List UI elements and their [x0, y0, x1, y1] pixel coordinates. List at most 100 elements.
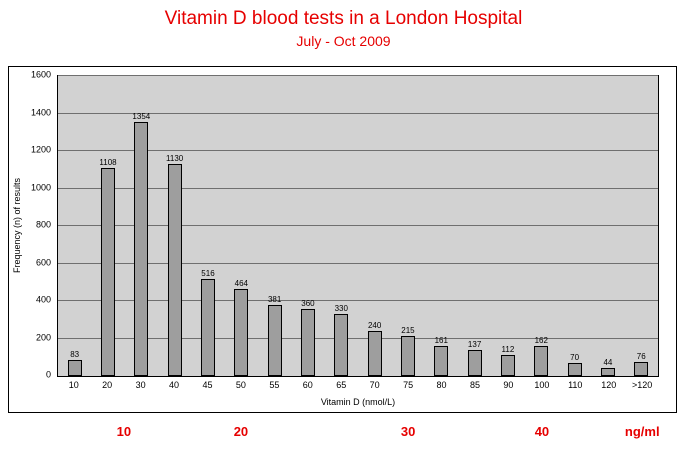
bar-column: 360	[291, 76, 324, 376]
chart-frame: Frequency (n) of results 0 200 400 600 800 10…	[8, 66, 677, 413]
bar-value-label: 162	[534, 335, 548, 345]
y-tick-label: 1200	[30, 144, 51, 155]
y-axis-title: Frequency (n) of results	[12, 177, 22, 273]
bar-value-label: 464	[234, 279, 248, 288]
bar-value-label: 83	[70, 350, 80, 360]
secondary-axis: 10 20 30 40 ng/ml	[57, 424, 660, 442]
plot-area: 83 1108 1354 1130 516 464 381 360 330 240 215 161 13…	[57, 75, 659, 377]
secondary-axis-label: 30	[400, 424, 416, 439]
x-tick-label: 120	[601, 380, 617, 390]
y-tick-label: 1400	[30, 107, 51, 117]
bar-column: 464	[225, 76, 258, 376]
bar	[500, 355, 515, 376]
bar-column: 161	[425, 76, 458, 376]
bar	[101, 168, 115, 376]
x-tick-label: 90	[503, 380, 514, 390]
page-subtitle: July - Oct 2009	[296, 33, 391, 49]
bar	[267, 304, 282, 376]
gridline	[58, 187, 658, 189]
secondary-axis-label: ng/ml	[624, 424, 660, 439]
bar-value-label: 360	[301, 298, 315, 308]
bar-value-label: 1130	[166, 154, 184, 164]
bar-value-label: 112	[501, 345, 515, 354]
bar-column: 162	[525, 76, 558, 376]
x-axis-title: Vitamin D (nmol/L)	[320, 397, 396, 407]
x-tick-label: 100	[534, 380, 550, 390]
secondary-axis-label: 40	[534, 424, 550, 439]
gridline	[58, 112, 658, 114]
bar-column: 516	[191, 76, 224, 376]
bar-column: 70	[558, 76, 591, 376]
bar-value-label: 330	[334, 304, 348, 314]
bar-value-label: 381	[267, 294, 282, 304]
page-title: Vitamin D blood tests in a London Hospit…	[164, 8, 523, 29]
gridline	[58, 337, 658, 339]
bar-value-label: 76	[636, 351, 646, 361]
bar-column: 137	[458, 76, 491, 376]
x-tick-label: >120	[632, 380, 653, 390]
gridline	[58, 225, 658, 226]
x-tick-label: 20	[102, 380, 113, 390]
bar-column: 381	[258, 76, 291, 376]
x-tick-label: 80	[436, 380, 447, 390]
bar	[234, 289, 249, 376]
secondary-axis-label: 20	[233, 424, 249, 439]
bar-value-label: 70	[570, 352, 580, 362]
x-tick-label: 10	[68, 380, 79, 390]
bar-value-label: 240	[367, 321, 382, 330]
bar	[434, 345, 449, 376]
bars: 83 1108 1354 1130 516 464 381 360 330 240 215 161 13…	[58, 76, 658, 376]
bar	[567, 362, 582, 376]
x-tick-label: 45	[202, 380, 213, 390]
x-tick-label: 85	[469, 380, 480, 390]
bar-column: 240	[358, 76, 391, 376]
bar	[634, 361, 649, 376]
gridline	[58, 300, 658, 301]
bar	[600, 367, 615, 376]
bar	[400, 335, 415, 376]
y-tick-label: 1000	[30, 182, 51, 192]
secondary-axis-label: 10	[116, 424, 132, 439]
bar-value-label: 215	[401, 325, 415, 335]
bar-value-label: 1354	[132, 112, 151, 122]
bar	[67, 360, 82, 376]
y-axis-labels: 0 200 400 600 800 1000 1200 1400 1600	[23, 70, 55, 379]
y-tick-label: 800	[35, 219, 51, 230]
bar-column: 44	[591, 76, 624, 376]
x-tick-label: 70	[369, 380, 380, 390]
bar	[467, 350, 482, 376]
gridline	[58, 262, 658, 264]
bar	[300, 308, 315, 376]
bar-column: 215	[391, 76, 424, 376]
bar-column: 76	[625, 76, 658, 376]
x-tick-label: 50	[235, 380, 246, 390]
x-tick-label: 55	[269, 380, 280, 390]
x-tick-label: 110	[568, 380, 583, 390]
bar	[367, 331, 382, 376]
bar	[534, 345, 549, 376]
y-tick-label: 1600	[30, 69, 51, 80]
bar	[134, 122, 149, 376]
bar	[200, 279, 215, 376]
bar-column: 1130	[158, 76, 191, 376]
y-tick-label: 0	[45, 369, 51, 380]
x-tick-label: 60	[302, 380, 313, 390]
x-tick-label: 30	[135, 380, 146, 390]
bar-column: 330	[325, 76, 358, 376]
y-tick-label: 200	[35, 332, 51, 342]
x-tick-label: 40	[169, 380, 180, 390]
gridline	[58, 150, 658, 151]
bar-value-label: 161	[434, 335, 448, 345]
gridlines	[58, 75, 658, 376]
bar-value-label: 44	[603, 357, 613, 367]
bar-value-label: 1108	[99, 158, 117, 168]
x-tick-label: 65	[336, 380, 347, 390]
bar-column: 1108	[91, 76, 124, 376]
bar	[167, 164, 182, 376]
gridline	[58, 75, 658, 76]
bar-column: 1354	[125, 76, 158, 376]
x-tick-label: 75	[403, 380, 414, 390]
x-axis-labels: 10 20 30 40 45 50 55 60 65 70 75 80 85 90 100 110 120 >12…	[57, 381, 659, 390]
bar-value-label: 137	[467, 340, 482, 350]
bar	[334, 314, 349, 376]
